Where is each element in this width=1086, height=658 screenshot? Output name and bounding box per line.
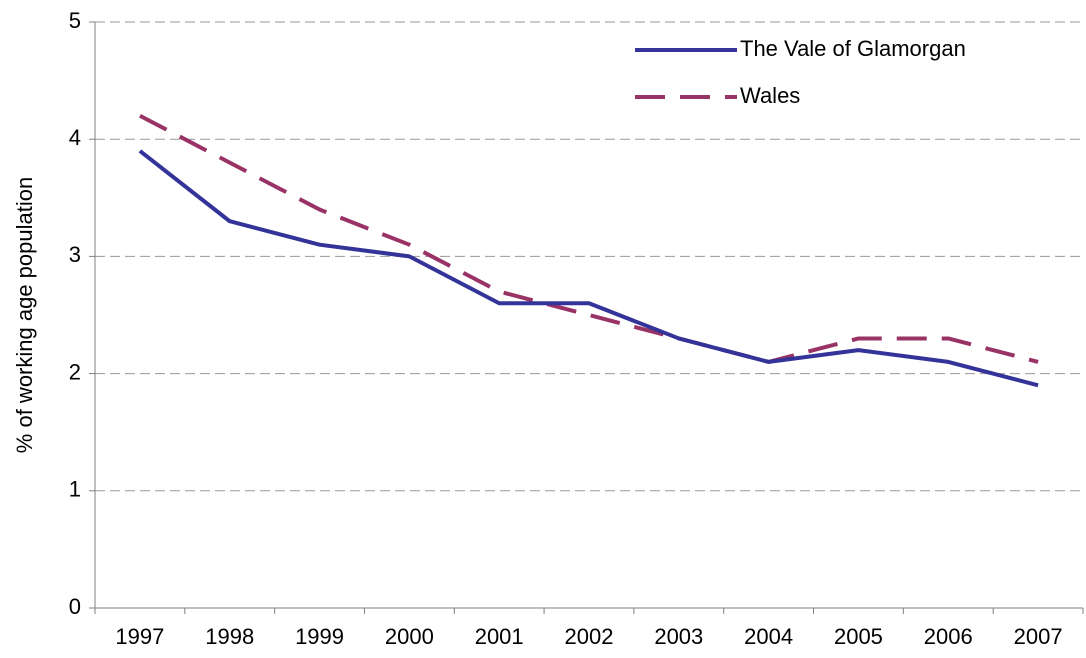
y-tick-label: 3 — [69, 242, 81, 267]
x-tick-label: 2007 — [1014, 624, 1063, 649]
x-tick-label: 2001 — [475, 624, 524, 649]
y-tick-label: 1 — [69, 477, 81, 502]
series-line — [138, 149, 1039, 388]
legend-label: The Vale of Glamorgan — [740, 36, 966, 61]
x-tick-label: 1999 — [295, 624, 344, 649]
y-axis-label: % of working age population — [12, 177, 37, 453]
x-tick-label: 2006 — [924, 624, 973, 649]
y-tick-label: 5 — [69, 8, 81, 33]
y-tick-label: 2 — [69, 359, 81, 384]
legend-label: Wales — [740, 83, 800, 108]
x-tick-label: 2004 — [744, 624, 793, 649]
x-tick-label: 1998 — [205, 624, 254, 649]
x-tick-label: 2003 — [654, 624, 703, 649]
x-tick-label: 2000 — [385, 624, 434, 649]
series-line — [138, 113, 1039, 364]
y-tick-label: 0 — [69, 594, 81, 619]
x-tick-label: 2005 — [834, 624, 883, 649]
x-tick-label: 1997 — [115, 624, 164, 649]
x-tick-label: 2002 — [565, 624, 614, 649]
y-tick-label: 4 — [69, 125, 81, 150]
